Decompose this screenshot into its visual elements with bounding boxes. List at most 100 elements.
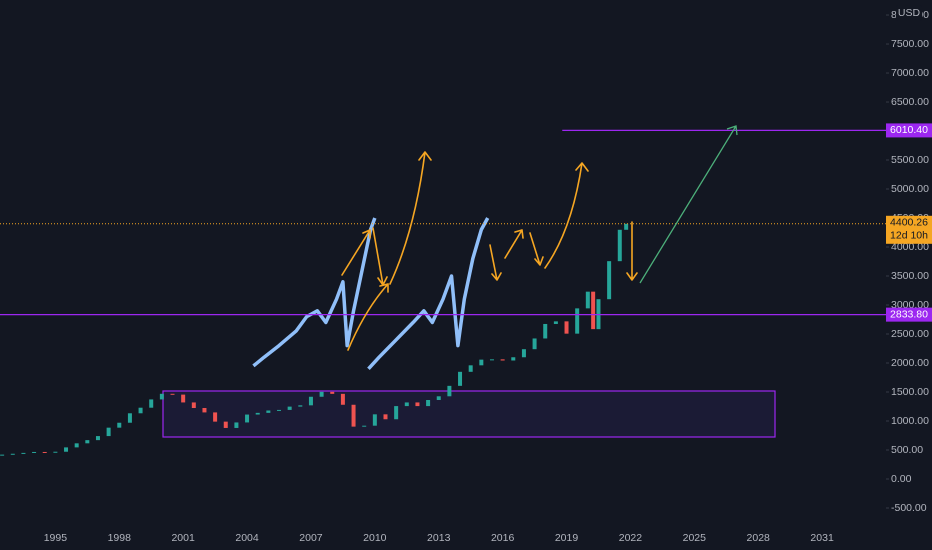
countdown: 12d 10h — [890, 230, 928, 242]
candle — [617, 229, 622, 262]
price-badge — [886, 307, 932, 322]
candle — [404, 402, 409, 407]
x-tick-label: 2013 — [427, 532, 451, 544]
candle — [575, 308, 580, 334]
currency: USD — [898, 7, 921, 19]
candle — [106, 427, 111, 437]
price-badge-label: 2833.80 — [890, 308, 928, 320]
candle — [362, 425, 367, 427]
price-badge — [886, 123, 932, 138]
x-tick-label: 2031 — [810, 532, 834, 544]
y-tick-label: 6500.00 — [891, 96, 929, 108]
candle — [53, 451, 58, 453]
candle — [468, 365, 473, 372]
candle — [85, 440, 90, 444]
candle — [624, 223, 629, 230]
x-tick-label: 2022 — [619, 532, 643, 544]
arrow — [372, 227, 388, 286]
x-tick-label: 1998 — [108, 532, 132, 544]
candle — [458, 371, 463, 386]
y-tick-label: 2000.00 — [891, 357, 929, 369]
candle — [372, 414, 377, 426]
candle — [266, 410, 271, 413]
candle — [447, 385, 452, 397]
candle — [553, 321, 558, 324]
candle — [74, 443, 79, 448]
arrow — [347, 283, 389, 351]
last-price-badge — [886, 215, 932, 244]
arrow — [489, 244, 502, 281]
y-tick-label: -500.00 — [891, 502, 927, 514]
candle — [500, 359, 505, 361]
candle — [181, 394, 186, 403]
x-tick-label: 2007 — [299, 532, 323, 544]
candle — [10, 453, 15, 455]
currency-badge — [896, 5, 922, 21]
x-tick-label: 2016 — [491, 532, 515, 544]
price-badge-label: 6010.40 — [890, 124, 928, 136]
candle — [127, 413, 132, 423]
y-tick-label: 3500.00 — [891, 270, 929, 282]
candle — [340, 393, 345, 405]
annotations — [341, 125, 738, 351]
candle — [351, 404, 356, 427]
candle — [223, 421, 228, 428]
candle — [383, 414, 388, 420]
arrow — [504, 229, 524, 259]
candle — [394, 406, 399, 420]
projection — [367, 217, 490, 370]
axis: -500.00 0.00 500.00 1000.00 1500.00 2000.00 25… — [886, 9, 932, 514]
candle — [255, 412, 260, 415]
arrow — [389, 151, 432, 285]
arrow — [544, 162, 589, 269]
candle — [234, 422, 239, 428]
x-tick-label: 1995 — [44, 532, 68, 544]
x-tick-label: 2001 — [171, 532, 195, 544]
candle — [585, 291, 590, 309]
candle — [479, 359, 484, 366]
candle — [298, 405, 303, 407]
candle — [149, 399, 154, 408]
candle — [521, 349, 526, 358]
candle — [287, 406, 292, 410]
range-box — [162, 390, 776, 438]
candle — [277, 409, 282, 411]
y-tick-label: 7500.00 — [891, 38, 929, 50]
candle — [138, 407, 143, 414]
candle — [532, 338, 537, 350]
candle — [607, 261, 612, 300]
projection — [252, 217, 377, 368]
candle — [564, 321, 569, 334]
arrow — [626, 221, 638, 281]
candle — [95, 436, 100, 441]
candle — [32, 451, 37, 453]
y-tick-label: 5500.00 — [891, 154, 929, 166]
y-tick-label: 0.00 — [891, 473, 912, 485]
y-tick-label: 500.00 — [891, 444, 923, 456]
candle — [319, 391, 324, 397]
candle — [489, 359, 494, 361]
y-tick-label: 5000.00 — [891, 183, 929, 195]
price-axis — [886, 0, 932, 528]
candle — [511, 357, 516, 361]
candle — [191, 402, 196, 409]
candle — [42, 451, 47, 453]
candle — [159, 393, 164, 400]
candle — [591, 291, 596, 330]
plot — [0, 129, 886, 456]
x-tick-label: 2004 — [235, 532, 259, 544]
y-tick-label: 1000.00 — [891, 415, 929, 427]
arrow — [341, 229, 371, 276]
candle — [213, 412, 218, 422]
candle — [117, 422, 122, 428]
y-tick-label: 2500.00 — [891, 328, 929, 340]
candle — [426, 400, 431, 407]
y-tick-label: 1500.00 — [891, 386, 929, 398]
candle — [0, 454, 5, 456]
candle — [21, 452, 26, 454]
candle — [436, 396, 441, 401]
x-tick-label: 2010 — [363, 532, 387, 544]
target-arrow — [639, 125, 738, 284]
x-tick-label: 2019 — [555, 532, 579, 544]
